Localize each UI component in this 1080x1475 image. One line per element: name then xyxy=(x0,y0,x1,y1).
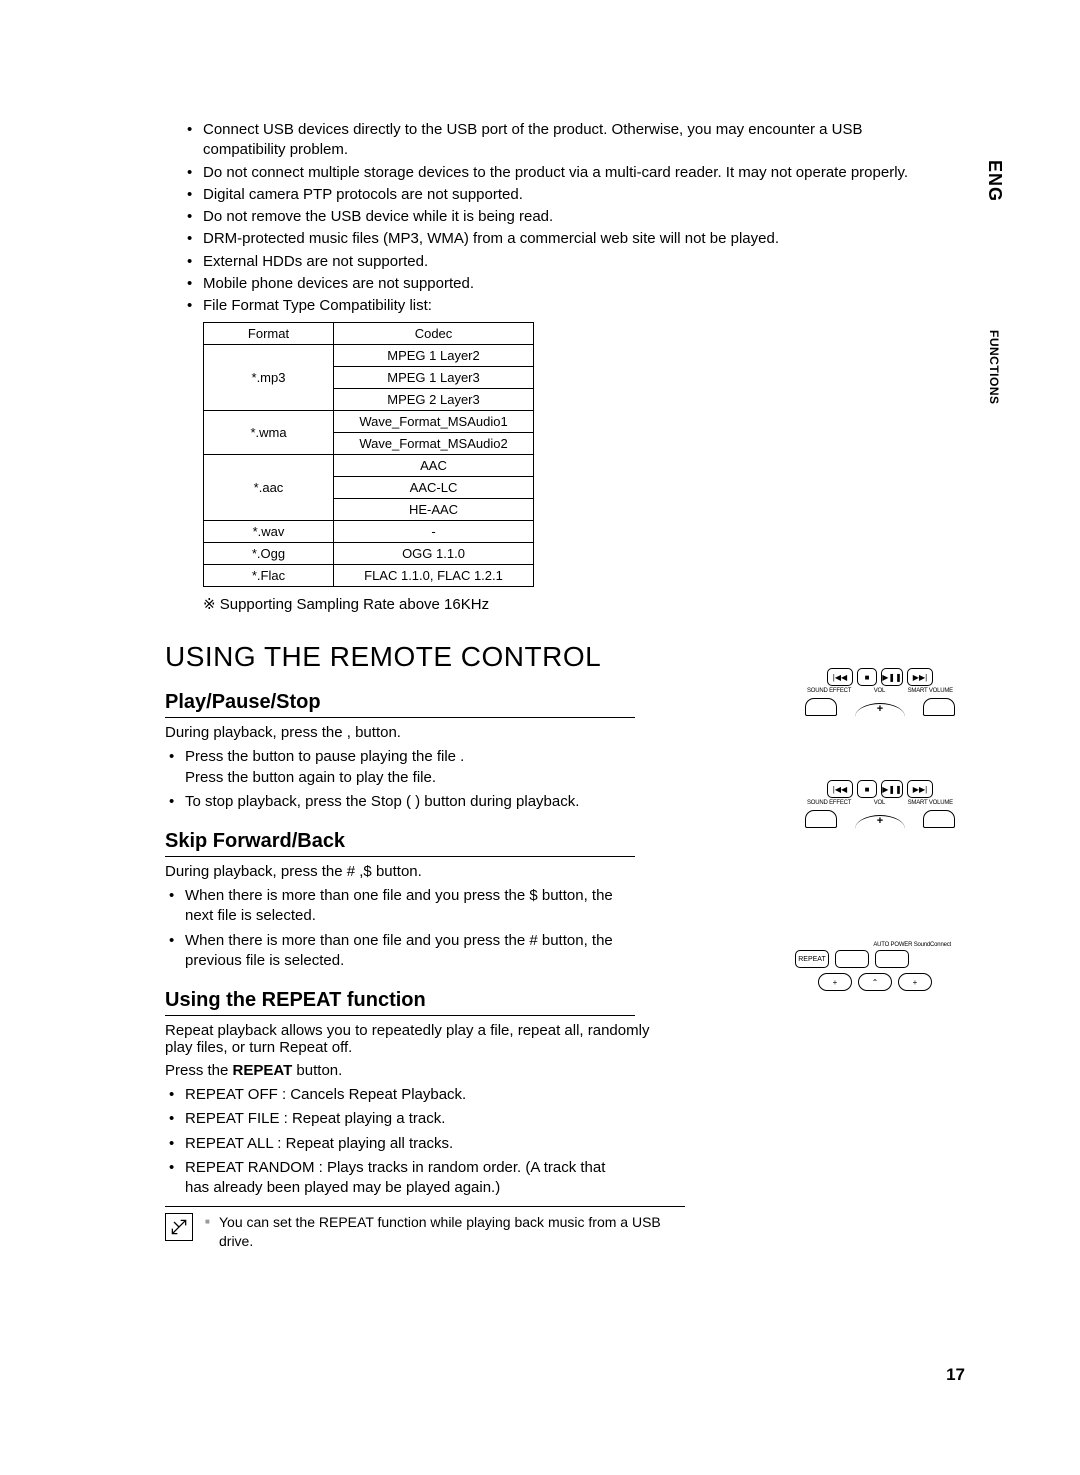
table-row: *.OggOGG 1.1.0 xyxy=(204,543,534,565)
table-row: Format Codec xyxy=(204,323,534,345)
list-item: REPEAT ALL : Repeat playing all tracks. xyxy=(185,1134,635,1154)
repeat-button-icon: REPEAT xyxy=(795,950,829,968)
list-item: Digital camera PTP protocols are not sup… xyxy=(203,185,945,205)
remote-diagram-play: |◀◀ ■ ▶❚❚ ▶▶| SOUND EFFECT VOL SMART VOL… xyxy=(805,668,955,728)
repeat-list: REPEAT OFF : Cancels Repeat Playback. RE… xyxy=(165,1085,635,1198)
play-pause-intro: During playback, press the , button. xyxy=(165,724,635,741)
play-pause-title: Play/Pause/Stop xyxy=(165,691,635,718)
skip-back-icon: |◀◀ xyxy=(827,668,853,686)
td-codec: - xyxy=(334,521,534,543)
td-format: *.wav xyxy=(204,521,334,543)
skip-fwd-icon: ▶▶| xyxy=(907,780,933,798)
note-box: You can set the REPEAT function while pl… xyxy=(165,1206,685,1251)
td-codec: Wave_Format_MSAudio1 xyxy=(334,411,534,433)
skip-fwd-icon: ▶▶| xyxy=(907,668,933,686)
list-item: Do not remove the USB device while it is… xyxy=(203,207,945,227)
cap-icon xyxy=(923,810,955,828)
list-item: Mobile phone devices are not supported. xyxy=(203,274,945,294)
skip-title: Skip Forward/Back xyxy=(165,830,635,857)
label: VOL xyxy=(874,688,885,694)
cap-icon xyxy=(805,698,837,716)
td-format: *.aac xyxy=(204,455,334,521)
list-item: File Format Type Compatibility list: xyxy=(203,296,945,316)
label: SOUND EFFECT xyxy=(807,800,851,806)
page-content: ENG FUNCTIONS Connect USB devices direct… xyxy=(165,120,945,1251)
lang-label: ENG xyxy=(984,160,1005,202)
repeat-title: Using the REPEAT function xyxy=(165,989,635,1016)
stop-icon: ■ xyxy=(857,780,877,798)
press-pre: Press the xyxy=(165,1062,233,1079)
label: SOUND EFFECT xyxy=(807,688,851,694)
list-item: When there is more than one file and you… xyxy=(185,931,635,972)
list-item: Connect USB devices directly to the USB … xyxy=(203,120,945,161)
note-icon xyxy=(165,1213,193,1241)
blank-button-icon xyxy=(835,950,869,968)
usb-notes-list: Connect USB devices directly to the USB … xyxy=(165,120,945,316)
td-format: *.mp3 xyxy=(204,345,334,411)
td-codec: OGG 1.1.0 xyxy=(334,543,534,565)
play-pause-icon: ▶❚❚ xyxy=(881,780,903,798)
td-codec: Wave_Format_MSAudio2 xyxy=(334,433,534,455)
compat-table-wrap: Format Codec *.mp3MPEG 1 Layer2 MPEG 1 L… xyxy=(203,322,945,587)
list-item: To stop playback, press the Stop ( ) but… xyxy=(185,792,635,812)
section-side-label: FUNCTIONS xyxy=(987,330,1001,405)
label: SMART VOLUME xyxy=(908,688,953,694)
label: VOL xyxy=(874,800,885,806)
td-codec: MPEG 1 Layer2 xyxy=(334,345,534,367)
list-item: DRM-protected music files (MP3, WMA) fro… xyxy=(203,229,945,249)
list-item: When there is more than one file and you… xyxy=(185,886,635,927)
td-codec: HE-AAC xyxy=(334,499,534,521)
repeat-press: Press the REPEAT button. xyxy=(165,1062,635,1079)
list-item: REPEAT RANDOM : Plays tracks in random o… xyxy=(185,1158,635,1199)
td-format: *.wma xyxy=(204,411,334,455)
table-row: *.wmaWave_Format_MSAudio1 xyxy=(204,411,534,433)
th-codec: Codec xyxy=(334,323,534,345)
table-row: *.mp3MPEG 1 Layer2 xyxy=(204,345,534,367)
up-button-icon: ⌃ xyxy=(858,973,892,991)
td-codec: FLAC 1.1.0, FLAC 1.2.1 xyxy=(334,565,534,587)
skip-back-icon: |◀◀ xyxy=(827,780,853,798)
label: AUTO POWER SoundConnect xyxy=(873,942,951,948)
press-bold: REPEAT xyxy=(233,1062,293,1079)
remote-diagram-skip: |◀◀ ■ ▶❚❚ ▶▶| SOUND EFFECT VOL SMART VOL… xyxy=(805,780,955,840)
table-row: *.aacAAC xyxy=(204,455,534,477)
play-pause-list: Press the button to pause playing the fi… xyxy=(165,747,635,812)
press-post: button. xyxy=(292,1062,342,1079)
note-text: You can set the REPEAT function while pl… xyxy=(205,1213,685,1251)
td-codec: MPEG 2 Layer3 xyxy=(334,389,534,411)
td-codec: AAC-LC xyxy=(334,477,534,499)
repeat-intro: Repeat playback allows you to repeatedly… xyxy=(165,1022,655,1056)
page-number: 17 xyxy=(946,1365,965,1385)
table-row: *.wav- xyxy=(204,521,534,543)
label: SMART VOLUME xyxy=(908,800,953,806)
table-row: *.FlacFLAC 1.1.0, FLAC 1.2.1 xyxy=(204,565,534,587)
list-item: Press the button to pause playing the fi… xyxy=(185,747,635,788)
skip-intro: During playback, press the # ,$ button. xyxy=(165,863,635,880)
list-item: Do not connect multiple storage devices … xyxy=(203,163,945,183)
list-item: External HDDs are not supported. xyxy=(203,252,945,272)
plus-button-icon: + xyxy=(898,973,932,991)
td-codec: MPEG 1 Layer3 xyxy=(334,367,534,389)
td-format: *.Ogg xyxy=(204,543,334,565)
remote-diagram-repeat: AUTO POWER SoundConnect REPEAT + ⌃ + xyxy=(795,940,955,995)
skip-list: When there is more than one file and you… xyxy=(165,886,635,971)
play-pause-icon: ▶❚❚ xyxy=(881,668,903,686)
list-item: REPEAT OFF : Cancels Repeat Playback. xyxy=(185,1085,635,1105)
compat-table: Format Codec *.mp3MPEG 1 Layer2 MPEG 1 L… xyxy=(203,322,534,587)
cap-icon xyxy=(805,810,837,828)
sampling-note: ※ Supporting Sampling Rate above 16KHz xyxy=(203,595,945,613)
td-format: *.Flac xyxy=(204,565,334,587)
cap-icon xyxy=(923,698,955,716)
stop-icon: ■ xyxy=(857,668,877,686)
blank-button-icon xyxy=(875,950,909,968)
list-item: REPEAT FILE : Repeat playing a track. xyxy=(185,1109,635,1129)
th-format: Format xyxy=(204,323,334,345)
plus-button-icon: + xyxy=(818,973,852,991)
td-codec: AAC xyxy=(334,455,534,477)
